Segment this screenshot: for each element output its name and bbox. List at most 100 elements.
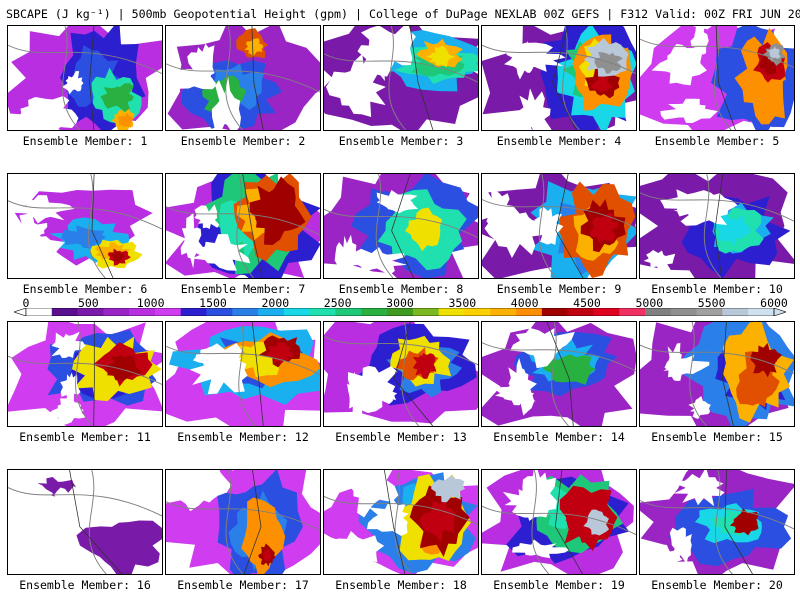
- sbcape-field: [640, 322, 794, 426]
- colorbar-tick-label: 4500: [573, 296, 601, 310]
- ensemble-member-map: [481, 25, 637, 131]
- sbcape-field: [324, 322, 478, 426]
- ensemble-member-map: [639, 173, 795, 279]
- ensemble-member-label: Ensemble Member: 7: [180, 282, 306, 296]
- colorbar-swatch: [567, 308, 594, 316]
- colorbar-swatch: [283, 308, 311, 316]
- ensemble-member-label: Ensemble Member: 14: [493, 430, 625, 444]
- ensemble-member-label: Ensemble Member: 11: [19, 430, 151, 444]
- ensemble-member-label: Ensemble Member: 9: [496, 282, 622, 296]
- colorbar-tick-label: 4000: [510, 296, 539, 310]
- sbcape-field: [166, 174, 320, 278]
- ensemble-member-label: Ensemble Member: 1: [22, 134, 148, 148]
- ensemble-member-map: [7, 173, 163, 279]
- colorbar-swatch: [516, 308, 543, 316]
- ensemble-member-map: [323, 469, 479, 575]
- colorbar-swatch: [619, 308, 646, 316]
- colorbar-swatch: [670, 308, 697, 316]
- sbcape-field: [640, 174, 794, 278]
- ensemble-member-label: Ensemble Member: 16: [19, 578, 151, 592]
- ensemble-member-map: [639, 469, 795, 575]
- colorbar-swatch: [335, 308, 362, 316]
- ensemble-member-map: [165, 321, 321, 427]
- colorbar-tick-label: 6000: [760, 296, 788, 310]
- colorbar-swatch: [593, 308, 620, 316]
- ensemble-member-map: [323, 321, 479, 427]
- colorbar-swatch: [490, 308, 517, 316]
- sbcape-field: [482, 26, 636, 130]
- ensemble-member-label: Ensemble Member: 2: [180, 134, 306, 148]
- sbcape-field: [482, 322, 636, 426]
- ensemble-member-map: [323, 173, 479, 279]
- colorbar-swatch: [180, 308, 207, 316]
- sbcape-field: [8, 26, 162, 130]
- sbcape-field: [8, 174, 162, 278]
- ensemble-member-label: Ensemble Member: 17: [177, 578, 309, 592]
- ensemble-member-map: [481, 321, 637, 427]
- colorbar-swatch: [232, 308, 259, 316]
- sbcape-field: [324, 174, 478, 278]
- colorbar-swatch: [387, 308, 414, 316]
- colorbar-swatch: [77, 308, 104, 316]
- ensemble-member-label: Ensemble Member: 20: [651, 578, 783, 592]
- sbcape-field: [166, 322, 320, 426]
- sbcape-field: [482, 174, 636, 278]
- colorbar-swatch: [258, 308, 285, 316]
- page-title: SBCAPE (J kg⁻¹) | 500mb Geopotential Hei…: [6, 7, 800, 21]
- colorbar-swatch: [438, 308, 465, 316]
- ensemble-member-label: Ensemble Member: 5: [654, 134, 780, 148]
- sbcape-field: [324, 470, 478, 574]
- colorbar-swatch: [748, 308, 775, 316]
- ensemble-member-map: [165, 173, 321, 279]
- sbcape-field: [166, 26, 320, 130]
- colorbar-swatch: [696, 308, 723, 316]
- colorbar-tick-label: 5000: [635, 296, 664, 310]
- colorbar-tick-label: 0: [22, 296, 30, 310]
- ensemble-member-map: [7, 469, 163, 575]
- ensemble-member-label: Ensemble Member: 12: [177, 430, 309, 444]
- colorbar-tick-label: 1500: [199, 296, 227, 310]
- ensemble-member-map: [7, 321, 163, 427]
- ensemble-member-map: [639, 321, 795, 427]
- ensemble-member-label: Ensemble Member: 3: [338, 134, 464, 148]
- ensemble-member-map: [481, 173, 637, 279]
- colorbar-swatch: [309, 308, 336, 316]
- ensemble-member-label: Ensemble Member: 6: [22, 282, 148, 296]
- sbcape-field: [482, 470, 636, 574]
- ensemble-member-label: Ensemble Member: 10: [651, 282, 783, 296]
- colorbar-swatch: [722, 308, 749, 316]
- ensemble-member-label: Ensemble Member: 19: [493, 578, 625, 592]
- colorbar-swatch: [412, 308, 439, 316]
- colorbar-swatch: [129, 308, 156, 316]
- colorbar-tick-label: 2000: [261, 296, 290, 310]
- colorbar-swatch: [154, 308, 182, 316]
- colorbar-swatch: [464, 308, 491, 316]
- sbcape-colorbar: [14, 308, 786, 316]
- ensemble-member-label: Ensemble Member: 13: [335, 430, 467, 444]
- ensemble-member-label: Ensemble Member: 15: [651, 430, 783, 444]
- ensemble-member-map: [165, 469, 321, 575]
- colorbar-tick-label: 3000: [386, 296, 414, 310]
- sbcape-field: [166, 470, 320, 574]
- colorbar-swatch: [541, 308, 568, 316]
- colorbar-swatch: [645, 308, 672, 316]
- ensemble-member-map: [7, 25, 163, 131]
- sbcape-field: [640, 26, 794, 130]
- sbcape-field: [8, 322, 162, 426]
- colorbar-tick-label: 1000: [136, 296, 165, 310]
- sbcape-field: [640, 470, 794, 574]
- colorbar-swatch: [206, 308, 233, 316]
- colorbar-swatch: [361, 308, 388, 316]
- colorbar-swatch: [103, 308, 130, 316]
- colorbar-tick-label: 2500: [323, 296, 352, 310]
- ensemble-member-label: Ensemble Member: 18: [335, 578, 467, 592]
- colorbar-tick-label: 3500: [448, 296, 477, 310]
- colorbar-tick-label: 500: [77, 296, 99, 310]
- ensemble-member-label: Ensemble Member: 8: [338, 282, 464, 296]
- ensemble-member-map: [481, 469, 637, 575]
- colorbar-tick-label: 5500: [697, 296, 726, 310]
- ensemble-member-map: [639, 25, 795, 131]
- sbcape-field: [8, 470, 162, 574]
- ensemble-member-label: Ensemble Member: 4: [496, 134, 622, 148]
